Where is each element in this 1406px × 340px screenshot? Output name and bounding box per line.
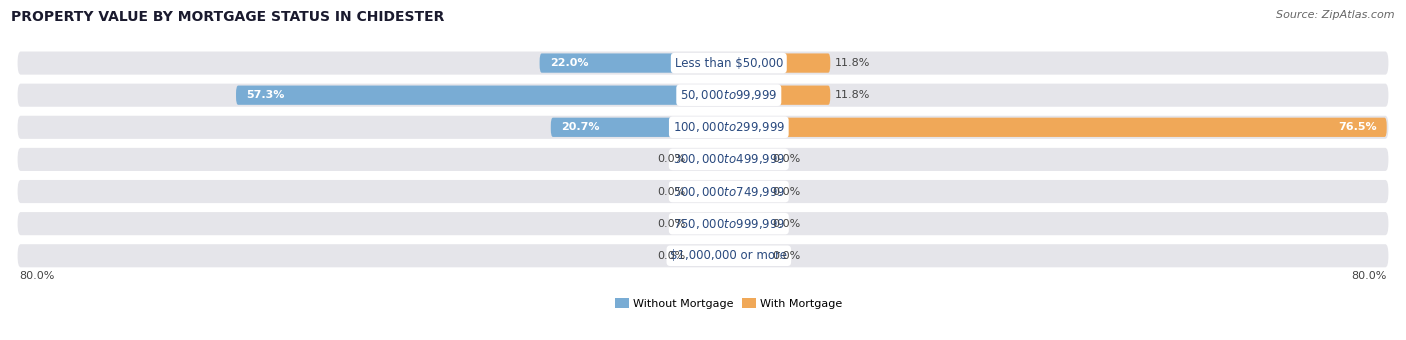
FancyBboxPatch shape — [18, 180, 1388, 203]
Text: Source: ZipAtlas.com: Source: ZipAtlas.com — [1277, 10, 1395, 20]
FancyBboxPatch shape — [690, 214, 728, 233]
Text: 0.0%: 0.0% — [772, 154, 800, 165]
FancyBboxPatch shape — [728, 214, 768, 233]
Text: 0.0%: 0.0% — [658, 251, 686, 261]
FancyBboxPatch shape — [728, 246, 768, 266]
FancyBboxPatch shape — [728, 86, 831, 105]
FancyBboxPatch shape — [18, 148, 1388, 171]
Text: 11.8%: 11.8% — [835, 58, 870, 68]
FancyBboxPatch shape — [690, 246, 728, 266]
Text: 0.0%: 0.0% — [658, 187, 686, 197]
FancyBboxPatch shape — [728, 182, 768, 201]
Text: 0.0%: 0.0% — [772, 219, 800, 228]
FancyBboxPatch shape — [18, 84, 1388, 107]
FancyBboxPatch shape — [18, 212, 1388, 235]
Text: 0.0%: 0.0% — [772, 187, 800, 197]
Text: $500,000 to $749,999: $500,000 to $749,999 — [672, 185, 785, 199]
Text: 57.3%: 57.3% — [246, 90, 285, 100]
Text: Less than $50,000: Less than $50,000 — [675, 56, 783, 70]
FancyBboxPatch shape — [540, 53, 728, 73]
FancyBboxPatch shape — [728, 118, 1386, 137]
FancyBboxPatch shape — [728, 150, 768, 169]
FancyBboxPatch shape — [551, 118, 728, 137]
Legend: Without Mortgage, With Mortgage: Without Mortgage, With Mortgage — [610, 294, 846, 313]
Text: $50,000 to $99,999: $50,000 to $99,999 — [681, 88, 778, 102]
Text: $100,000 to $299,999: $100,000 to $299,999 — [672, 120, 785, 134]
Text: 0.0%: 0.0% — [658, 219, 686, 228]
Text: PROPERTY VALUE BY MORTGAGE STATUS IN CHIDESTER: PROPERTY VALUE BY MORTGAGE STATUS IN CHI… — [11, 10, 444, 24]
Text: 0.0%: 0.0% — [772, 251, 800, 261]
Text: 20.7%: 20.7% — [561, 122, 599, 132]
FancyBboxPatch shape — [236, 86, 728, 105]
Text: 11.8%: 11.8% — [835, 90, 870, 100]
Text: $300,000 to $499,999: $300,000 to $499,999 — [672, 152, 785, 166]
FancyBboxPatch shape — [728, 53, 831, 73]
Text: 22.0%: 22.0% — [550, 58, 589, 68]
Text: 80.0%: 80.0% — [20, 271, 55, 280]
FancyBboxPatch shape — [690, 182, 728, 201]
Text: $1,000,000 or more: $1,000,000 or more — [671, 249, 787, 262]
FancyBboxPatch shape — [18, 52, 1388, 75]
Text: 76.5%: 76.5% — [1337, 122, 1376, 132]
Text: $750,000 to $999,999: $750,000 to $999,999 — [672, 217, 785, 231]
FancyBboxPatch shape — [18, 116, 1388, 139]
Text: 0.0%: 0.0% — [658, 154, 686, 165]
FancyBboxPatch shape — [18, 244, 1388, 267]
Text: 80.0%: 80.0% — [1351, 271, 1386, 280]
FancyBboxPatch shape — [690, 150, 728, 169]
